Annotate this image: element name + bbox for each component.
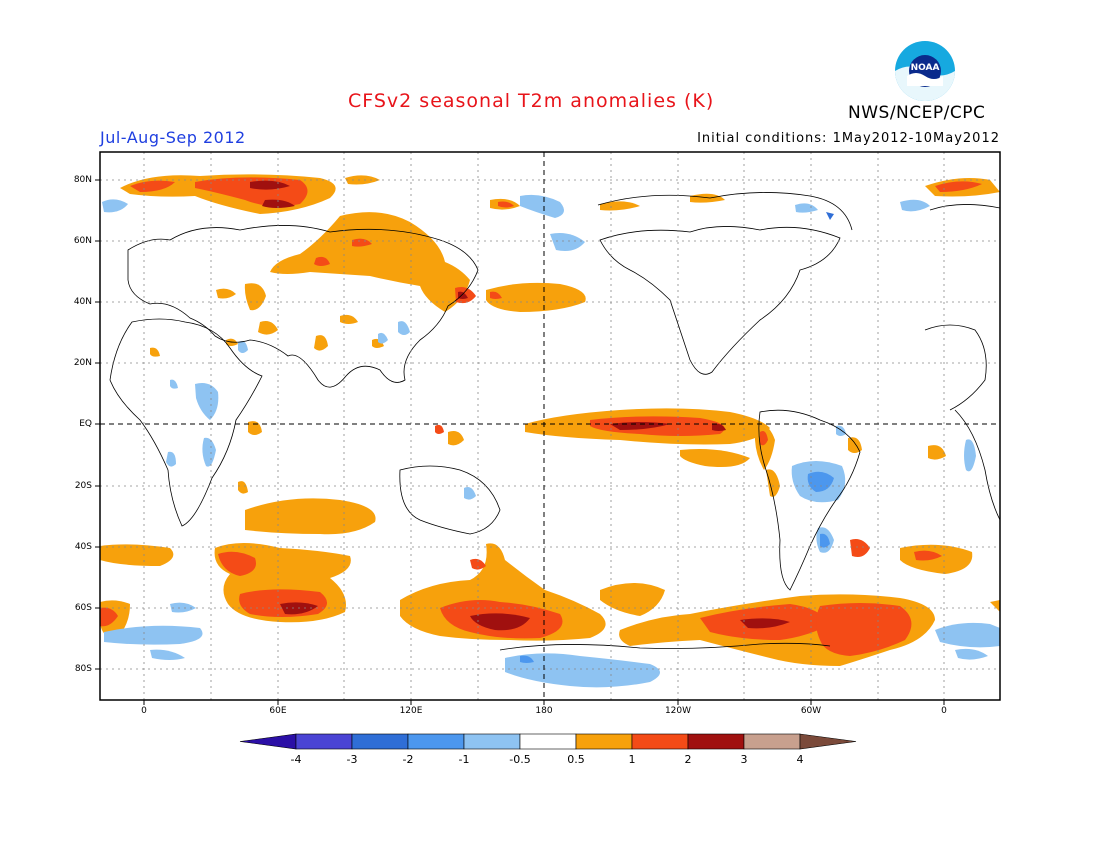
noaa-logo-text: NOAA — [911, 63, 940, 73]
lat-label-60s: 60S — [74, 603, 92, 613]
map-frame — [99, 151, 1001, 701]
map-field — [100, 152, 1000, 700]
colorbar-cell — [463, 733, 521, 750]
lat-label-eq: EQ — [79, 419, 92, 429]
lat-label-40s: 40S — [74, 542, 92, 552]
lat-label-60n: 60N — [73, 236, 92, 246]
colorbar-cell — [687, 733, 745, 750]
arctic-anomalies — [120, 174, 1000, 214]
colorbar-cell — [407, 733, 465, 750]
lon-label-0-right: 0 — [941, 706, 947, 716]
colorbar-end-low — [239, 733, 297, 750]
colorbar-cell — [351, 733, 409, 750]
colorbar-cell — [743, 733, 801, 750]
colorbar-label: 2 — [684, 753, 692, 766]
initial-conditions-label: Initial conditions: 1May2012-10May2012 — [697, 131, 1000, 146]
noaa-logo: NOAA — [895, 41, 955, 101]
eurasia-anomalies — [150, 212, 586, 357]
lat-label-20s: 20S — [74, 481, 92, 491]
lat-label-20n: 20N — [73, 358, 92, 368]
season-label: Jul-Aug-Sep 2012 — [100, 128, 246, 147]
lon-label-120e: 120E — [399, 706, 423, 716]
lon-label-180: 180 — [535, 706, 553, 716]
colorbar-cell — [631, 733, 689, 750]
lat-label-80s: 80S — [74, 664, 92, 674]
lon-label-60w: 60W — [800, 706, 822, 716]
colorbar-cell — [575, 733, 633, 750]
lon-label-120w: 120W — [664, 706, 692, 716]
colorbar-label: 4 — [796, 753, 804, 766]
lon-label-60e: 60E — [269, 706, 287, 716]
colorbar-end-high — [799, 733, 857, 750]
lat-label-40n: 40N — [73, 297, 92, 307]
colorbar-cells — [239, 733, 857, 750]
colorbar-cell — [295, 733, 353, 750]
colorbar-label: -1 — [458, 753, 470, 766]
axis-ticks — [95, 179, 945, 705]
arctic-cool — [102, 194, 930, 251]
map-title: CFSv2 seasonal T2m anomalies (K) — [348, 90, 715, 112]
lat-label-80n: 80N — [73, 175, 92, 185]
colorbar-cell — [519, 733, 577, 750]
coastlines — [109, 192, 1000, 651]
colorbar-label: 3 — [740, 753, 748, 766]
colorbar-label: -0.5 — [509, 753, 531, 766]
agency-label: NWS/NCEP/CPC — [848, 103, 986, 123]
colorbar-label: -2 — [402, 753, 414, 766]
colorbar-label: -4 — [290, 753, 302, 766]
colorbar-label: -3 — [346, 753, 358, 766]
south-america-cool — [464, 425, 976, 553]
southern-ocean-warm — [100, 498, 1000, 666]
colorbar-label: 0.5 — [567, 753, 585, 766]
colorbar-label: 1 — [628, 753, 636, 766]
graticule — [100, 152, 1000, 700]
africa-asia-cool — [166, 321, 410, 467]
lon-label-0-left: 0 — [141, 706, 147, 716]
